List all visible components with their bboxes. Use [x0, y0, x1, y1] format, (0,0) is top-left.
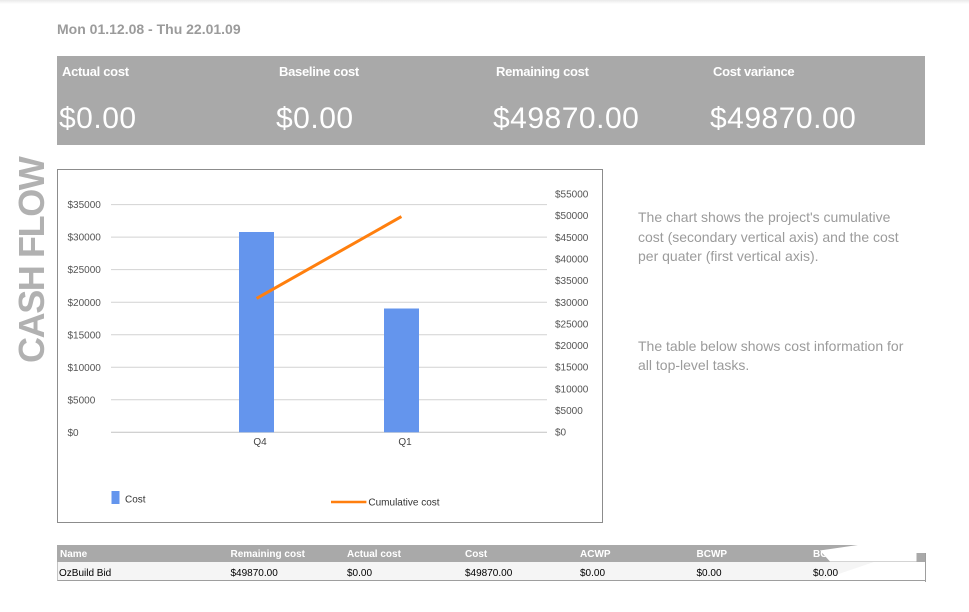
svg-text:$15000: $15000 [555, 363, 589, 374]
svg-text:$35000: $35000 [555, 276, 589, 287]
svg-text:Q4: Q4 [253, 437, 267, 448]
svg-text:$0: $0 [68, 428, 80, 439]
svg-text:$50000: $50000 [555, 211, 589, 222]
svg-text:$20000: $20000 [68, 298, 102, 309]
svg-text:Cumulative cost: Cumulative cost [368, 498, 439, 509]
svg-text:$55000: $55000 [555, 190, 589, 201]
svg-text:$0: $0 [555, 428, 567, 439]
svg-text:$40000: $40000 [555, 255, 589, 266]
svg-text:$35000: $35000 [68, 200, 102, 211]
svg-text:$10000: $10000 [68, 363, 102, 374]
svg-text:$5000: $5000 [68, 395, 96, 406]
svg-text:$25000: $25000 [555, 319, 589, 330]
svg-text:$20000: $20000 [555, 341, 589, 352]
svg-text:Cost: Cost [125, 495, 146, 506]
svg-text:$10000: $10000 [555, 384, 589, 395]
svg-text:$30000: $30000 [68, 233, 102, 244]
svg-text:$15000: $15000 [68, 330, 102, 341]
svg-text:$45000: $45000 [555, 233, 589, 244]
svg-text:$30000: $30000 [555, 298, 589, 309]
svg-text:$25000: $25000 [68, 265, 102, 276]
svg-text:Q1: Q1 [398, 437, 412, 448]
svg-text:$5000: $5000 [555, 406, 583, 417]
